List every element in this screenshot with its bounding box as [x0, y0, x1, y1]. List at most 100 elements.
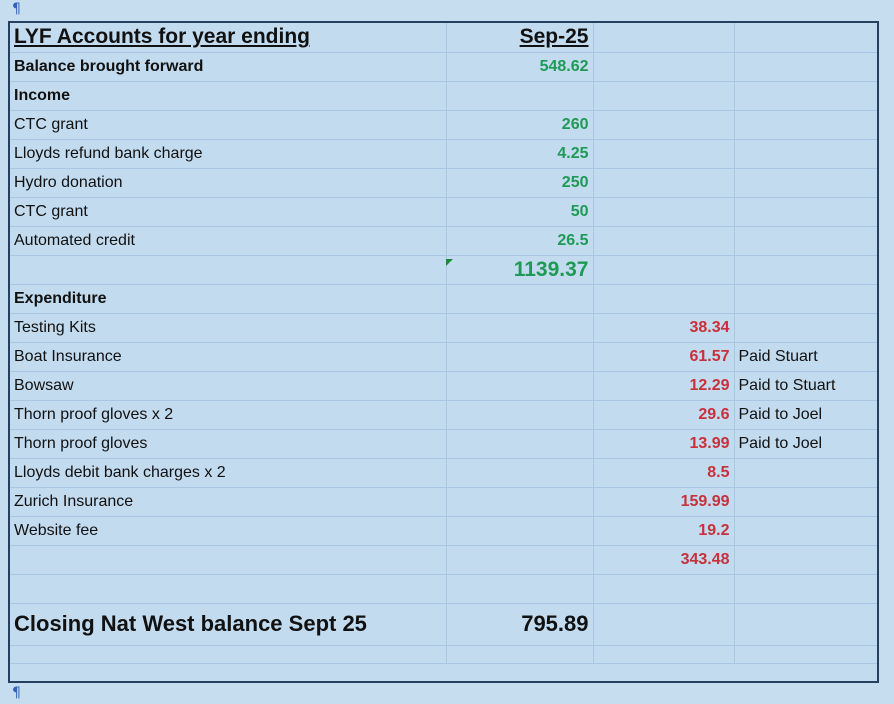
- cell[interactable]: [734, 284, 877, 314]
- expenditure-note[interactable]: Paid to Joel: [734, 429, 877, 459]
- cell[interactable]: [10, 255, 447, 285]
- cell[interactable]: [734, 226, 877, 256]
- cell[interactable]: [734, 110, 877, 140]
- cell[interactable]: [734, 81, 877, 111]
- expenditure-label[interactable]: Zurich Insurance: [10, 487, 447, 517]
- cell[interactable]: [446, 458, 594, 488]
- expenditure-label[interactable]: Bowsaw: [10, 371, 447, 401]
- closing-value[interactable]: 795.89: [446, 603, 594, 646]
- expenditure-total[interactable]: 343.48: [593, 545, 735, 575]
- cell[interactable]: [734, 197, 877, 227]
- cell[interactable]: [593, 110, 735, 140]
- expenditure-note[interactable]: Paid to Stuart: [734, 371, 877, 401]
- income-value[interactable]: 50: [446, 197, 594, 227]
- cell[interactable]: [734, 255, 877, 285]
- sheet-title[interactable]: LYF Accounts for year ending: [10, 23, 447, 53]
- cell[interactable]: [593, 81, 735, 111]
- income-value[interactable]: 26.5: [446, 226, 594, 256]
- expenditure-note[interactable]: Paid Stuart: [734, 342, 877, 372]
- cell[interactable]: [593, 168, 735, 198]
- cell[interactable]: [593, 645, 735, 664]
- cell[interactable]: [593, 574, 735, 604]
- cell[interactable]: [446, 429, 594, 459]
- cell[interactable]: [446, 81, 594, 111]
- cell[interactable]: [10, 545, 447, 575]
- income-total-row: 1139.37: [10, 255, 877, 285]
- income-label[interactable]: CTC grant: [10, 110, 447, 140]
- cell[interactable]: [593, 197, 735, 227]
- expenditure-label[interactable]: Thorn proof gloves x 2: [10, 400, 447, 430]
- expenditure-label[interactable]: Website fee: [10, 516, 447, 546]
- cell[interactable]: [593, 139, 735, 169]
- expenditure-value[interactable]: 13.99: [593, 429, 735, 459]
- cell[interactable]: [593, 226, 735, 256]
- cell[interactable]: [10, 645, 447, 664]
- expenditure-row: Thorn proof gloves 13.99 Paid to Joel: [10, 429, 877, 459]
- income-label[interactable]: Hydro donation: [10, 168, 447, 198]
- expenditure-label[interactable]: Boat Insurance: [10, 342, 447, 372]
- year-ending[interactable]: Sep-25: [446, 23, 594, 53]
- expenditure-label[interactable]: Lloyds debit bank charges x 2: [10, 458, 447, 488]
- cell[interactable]: [593, 603, 735, 646]
- expenditure-value[interactable]: 8.5: [593, 458, 735, 488]
- expenditure-note[interactable]: [734, 458, 877, 488]
- cell[interactable]: [446, 400, 594, 430]
- expenditure-label[interactable]: Thorn proof gloves: [10, 429, 447, 459]
- income-label[interactable]: Lloyds refund bank charge: [10, 139, 447, 169]
- income-label[interactable]: CTC grant: [10, 197, 447, 227]
- expenditure-note[interactable]: [734, 487, 877, 517]
- cell[interactable]: [446, 371, 594, 401]
- closing-label[interactable]: Closing Nat West balance Sept 25: [10, 603, 447, 646]
- expenditure-heading[interactable]: Expenditure: [10, 284, 447, 314]
- cell[interactable]: [734, 23, 877, 53]
- cell[interactable]: [446, 313, 594, 343]
- expenditure-value[interactable]: 29.6: [593, 400, 735, 430]
- expenditure-value[interactable]: 12.29: [593, 371, 735, 401]
- expenditure-note[interactable]: Paid to Joel: [734, 400, 877, 430]
- cell[interactable]: [446, 545, 594, 575]
- balance-bf-label[interactable]: Balance brought forward: [10, 52, 447, 82]
- income-label[interactable]: Automated credit: [10, 226, 447, 256]
- expenditure-value[interactable]: 19.2: [593, 516, 735, 546]
- cell[interactable]: [593, 284, 735, 314]
- expenditure-value[interactable]: 159.99: [593, 487, 735, 517]
- income-value[interactable]: 4.25: [446, 139, 594, 169]
- accounts-spreadsheet[interactable]: LYF Accounts for year ending Sep-25 Bala…: [8, 21, 879, 683]
- cell[interactable]: [734, 574, 877, 604]
- income-row: Hydro donation 250: [10, 168, 877, 198]
- income-header-row: Income: [10, 81, 877, 111]
- expenditure-value[interactable]: 38.34: [593, 313, 735, 343]
- cell[interactable]: [593, 255, 735, 285]
- closing-row: Closing Nat West balance Sept 25 795.89: [10, 603, 877, 646]
- income-row: Lloyds refund bank charge 4.25: [10, 139, 877, 169]
- cell[interactable]: [446, 574, 594, 604]
- cell[interactable]: [593, 52, 735, 82]
- cell[interactable]: [446, 516, 594, 546]
- empty-row: [10, 574, 877, 604]
- expenditure-row: Zurich Insurance 159.99: [10, 487, 877, 517]
- expenditure-row: Testing Kits 38.34: [10, 313, 877, 343]
- expenditure-row: Website fee 19.2: [10, 516, 877, 546]
- expenditure-value[interactable]: 61.57: [593, 342, 735, 372]
- income-value[interactable]: 250: [446, 168, 594, 198]
- expenditure-note[interactable]: [734, 516, 877, 546]
- cell[interactable]: [734, 603, 877, 646]
- balance-bf-value[interactable]: 548.62: [446, 52, 594, 82]
- expenditure-label[interactable]: Testing Kits: [10, 313, 447, 343]
- cell[interactable]: [734, 52, 877, 82]
- cell[interactable]: [446, 487, 594, 517]
- cell[interactable]: [446, 342, 594, 372]
- cell[interactable]: [10, 574, 447, 604]
- cell[interactable]: [446, 645, 594, 664]
- income-heading[interactable]: Income: [10, 81, 447, 111]
- cell[interactable]: [734, 645, 877, 664]
- income-total[interactable]: 1139.37: [446, 255, 594, 285]
- expenditure-note[interactable]: [734, 313, 877, 343]
- cell[interactable]: [446, 284, 594, 314]
- paragraph-mark-top: ¶: [12, 1, 21, 17]
- cell[interactable]: [593, 23, 735, 53]
- income-value[interactable]: 260: [446, 110, 594, 140]
- cell[interactable]: [734, 545, 877, 575]
- cell[interactable]: [734, 168, 877, 198]
- cell[interactable]: [734, 139, 877, 169]
